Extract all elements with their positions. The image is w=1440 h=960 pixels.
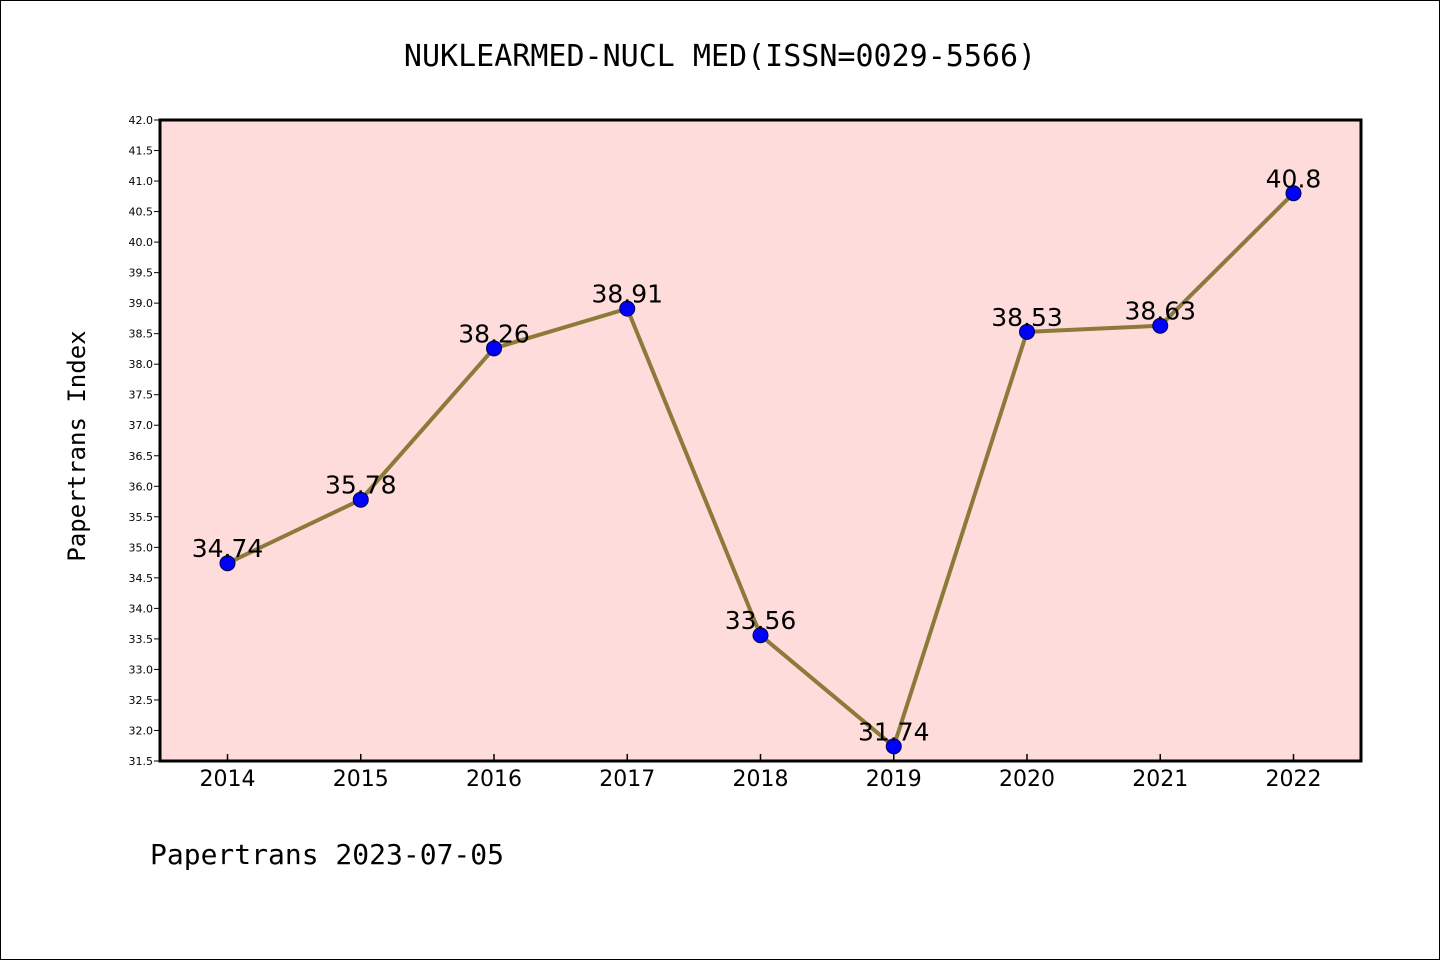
x-axis: 2014 2015 2016 2017 2018 2019 2020 2021 2022 xyxy=(200,754,1322,792)
y-tick-label: 36.0 xyxy=(129,480,154,493)
y-tick-label: 35.5 xyxy=(129,511,154,524)
data-point xyxy=(352,491,369,508)
y-tick-label: 38.0 xyxy=(129,358,154,371)
data-label: 33.56 xyxy=(725,606,797,635)
data-label: 31.74 xyxy=(858,717,930,746)
y-tick-label: 41.0 xyxy=(129,175,154,188)
plot-area xyxy=(160,120,1361,761)
data-point xyxy=(752,627,769,644)
x-tick-label: 2018 xyxy=(733,767,789,792)
x-tick-label: 2016 xyxy=(466,767,522,792)
data-point xyxy=(1019,323,1035,340)
data-point xyxy=(486,340,502,357)
y-tick-label: 41.5 xyxy=(129,145,154,158)
y-tick-label: 42.0 xyxy=(129,114,154,127)
y-tick-label: 33.0 xyxy=(129,663,154,676)
data-point xyxy=(619,300,636,317)
data-point xyxy=(885,738,902,755)
x-tick-label: 2019 xyxy=(866,767,922,792)
y-tick-label: 37.5 xyxy=(129,389,154,402)
data-label: 40.8 xyxy=(1266,164,1322,193)
y-tick-label: 34.5 xyxy=(129,572,154,585)
y-tick-label: 32.5 xyxy=(129,694,154,707)
x-tick-label: 2022 xyxy=(1266,767,1322,792)
y-tick-label: 35.0 xyxy=(129,541,154,554)
data-label: 38.63 xyxy=(1124,297,1196,326)
y-tick-label: 39.0 xyxy=(129,297,154,310)
y-tick-label: 31.5 xyxy=(129,755,154,768)
data-point xyxy=(219,555,236,572)
x-tick-label: 2020 xyxy=(999,767,1055,792)
data-labels: 34.74 35.78 38.26 38.91 33.56 31.74 38.53 38.63… xyxy=(192,164,1322,746)
data-label: 35.78 xyxy=(325,471,397,500)
y-tick-label: 38.5 xyxy=(129,328,154,341)
data-point xyxy=(1285,185,1302,202)
data-label: 34.74 xyxy=(192,534,264,563)
y-tick-label: 33.5 xyxy=(129,633,154,646)
y-axis-label: Papertrans Index xyxy=(63,330,91,561)
data-label: 38.91 xyxy=(591,280,663,309)
x-tick-label: 2015 xyxy=(333,767,389,792)
data-label: 38.53 xyxy=(991,303,1063,332)
data-label: 38.26 xyxy=(458,319,530,348)
y-tick-label: 39.5 xyxy=(129,267,154,280)
y-tick-label: 36.5 xyxy=(129,450,154,463)
x-tick-label: 2017 xyxy=(599,767,655,792)
plot-frame xyxy=(158,118,1363,763)
data-point xyxy=(1152,317,1169,334)
y-tick-label: 40.5 xyxy=(129,206,154,219)
y-tick-label: 32.0 xyxy=(129,724,154,737)
footer-text: Papertrans 2023-07-05 xyxy=(150,838,504,871)
x-tick-label: 2014 xyxy=(200,767,256,792)
y-tick-label: 34.0 xyxy=(129,602,154,615)
data-points xyxy=(219,185,1302,755)
x-tick-label: 2021 xyxy=(1132,767,1188,792)
y-tick-label: 40.0 xyxy=(129,236,154,249)
y-tick-label: 37.0 xyxy=(129,419,154,432)
chart-title: NUKLEARMED-NUCL MED(ISSN=0029-5566) xyxy=(404,39,1036,74)
y-axis: 31.5 32.0 32.5 33.0 33.5 34.0 34.5 35.0 35.5 36.0… xyxy=(129,114,160,768)
